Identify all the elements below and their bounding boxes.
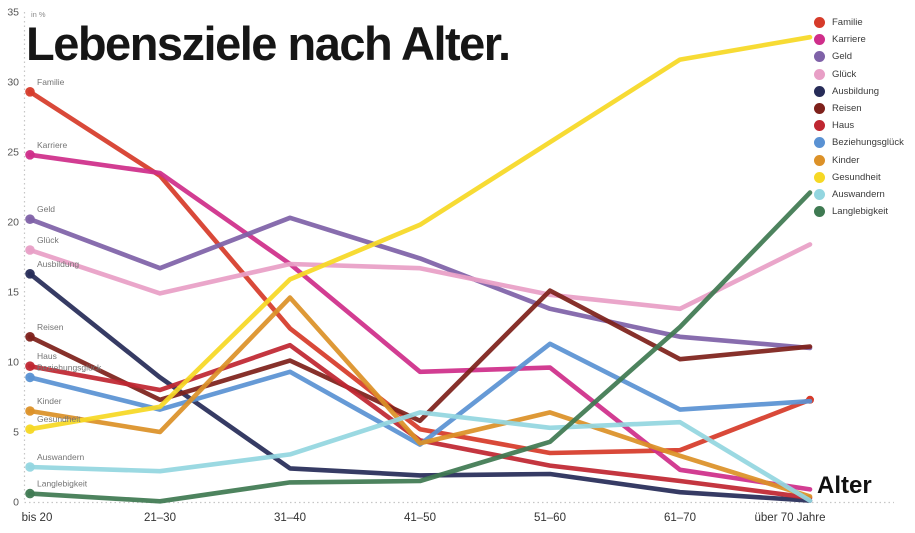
legend-item-kinder: Kinder (814, 152, 904, 169)
legend-item-familie: Familie (814, 14, 904, 31)
x-tick-label--ber-70-jahre: über 70 Jahre (755, 512, 826, 524)
series-line-geld (27, 215, 813, 351)
series-label-gesundheit: Gesundheit (37, 414, 81, 424)
legend-dot-ausbildung (814, 85, 825, 97)
legend-label-langlebigkeit: Langlebigkeit (832, 206, 888, 218)
chart-title: Lebensziele nach Alter. (26, 17, 511, 70)
legend-dot-langlebigkeit (814, 206, 825, 218)
legend-label-haus: Haus (832, 120, 855, 132)
series-start-dot-ausbildung (25, 269, 35, 279)
series-start-dot-geld (25, 214, 35, 224)
series-label-karriere: Karriere (37, 140, 68, 150)
legend-label-reisen: Reisen (832, 103, 862, 115)
series-label-familie: Familie (37, 77, 65, 87)
legend: Familie Karriere Geld Glück Ausbildung Reisen… (814, 14, 904, 220)
legend-label-gesundheit: Gesundheit (832, 171, 881, 183)
y-tick-label-5: 5 (13, 427, 19, 439)
series-line-langlebigkeit (27, 190, 813, 504)
legend-item-beziehungsgl-ck: Beziehungsglück (814, 134, 904, 151)
series-label-geld: Geld (37, 204, 55, 214)
y-tick-label-0: 0 (13, 497, 19, 509)
legend-item-geld: Geld (814, 48, 904, 65)
legend-label-gl-ck: Glück (832, 68, 857, 80)
y-tick-label-30: 30 (7, 77, 19, 89)
y-tick-label-15: 15 (7, 287, 19, 299)
legend-label-ausbildung: Ausbildung (832, 85, 880, 97)
series-label-langlebigkeit: Langlebigkeit (37, 479, 88, 489)
y-tick-label-25: 25 (7, 147, 19, 159)
legend-label-kinder: Kinder (832, 154, 860, 166)
series-line-karriere (27, 152, 813, 492)
x-tick-label-61-70: 61–70 (664, 512, 696, 524)
legend-item-karriere: Karriere (814, 31, 904, 48)
series-label-beziehungsgl-ck: Beziehungsglück (37, 362, 102, 372)
legend-label-beziehungsgl-ck: Beziehungsglück (832, 137, 904, 149)
x-tick-label-51-60: 51–60 (534, 512, 566, 524)
legend-item-auswandern: Auswandern (814, 186, 904, 203)
legend-label-auswandern: Auswandern (832, 188, 885, 200)
y-tick-label-10: 10 (7, 357, 19, 369)
series-line-kinder (27, 295, 813, 499)
legend-dot-beziehungsgl-ck (814, 137, 825, 149)
series-label-ausbildung: Ausbildung (37, 259, 79, 269)
legend-dot-kinder (814, 154, 825, 166)
series-start-dot-beziehungsgl-ck (25, 372, 35, 383)
series-start-dot-kinder (25, 406, 35, 416)
series-line-reisen (27, 288, 813, 424)
legend-label-karriere: Karriere (832, 34, 866, 46)
y-tick-label-35: 35 (7, 7, 19, 19)
series-line-ausbildung (27, 271, 813, 503)
series-start-dot-reisen (25, 332, 35, 342)
legend-item-reisen: Reisen (814, 100, 904, 117)
legend-label-familie: Familie (832, 17, 863, 29)
x-tick-label-21-30: 21–30 (144, 512, 176, 524)
x-tick-label-41-50: 41–50 (404, 512, 436, 524)
legend-dot-karriere (814, 34, 825, 46)
legend-dot-auswandern (814, 188, 825, 200)
legend-item-langlebigkeit: Langlebigkeit (814, 203, 904, 220)
series-label-kinder: Kinder (37, 396, 62, 406)
x-axis-title: Alter (817, 472, 872, 499)
series-line-gesundheit (27, 34, 813, 432)
y-axis-unit-label: in % (31, 10, 46, 19)
series-line-auswandern (27, 410, 813, 503)
legend-item-ausbildung: Ausbildung (814, 83, 904, 100)
series-start-dot-haus (25, 361, 35, 372)
series-start-dot-karriere (25, 150, 35, 160)
legend-item-gesundheit: Gesundheit (814, 169, 904, 186)
legend-dot-gesundheit (814, 171, 825, 183)
legend-label-geld: Geld (832, 51, 853, 63)
legend-dot-reisen (814, 103, 825, 115)
legend-item-haus: Haus (814, 117, 904, 134)
series-label-haus: Haus (37, 351, 57, 361)
legend-dot-haus (814, 120, 825, 132)
series-start-dot-langlebigkeit (25, 488, 35, 499)
x-tick-label-bis-20: bis 20 (22, 512, 53, 524)
series-line-gl-ck (27, 242, 813, 312)
series-label-auswandern: Auswandern (37, 452, 85, 462)
legend-dot-geld (814, 51, 825, 63)
series-label-gl-ck: Glück (37, 235, 59, 245)
series-start-dot-gesundheit (25, 424, 35, 435)
legend-dot-familie (814, 17, 825, 29)
y-tick-label-20: 20 (7, 217, 19, 229)
series-line-familie (27, 89, 813, 456)
legend-dot-gl-ck (814, 68, 825, 80)
series-start-dot-familie (25, 87, 35, 97)
series-label-reisen: Reisen (37, 322, 64, 332)
series-start-dot-auswandern (25, 462, 35, 472)
series-start-dot-gl-ck (25, 245, 35, 255)
legend-item-gl-ck: Glück (814, 66, 904, 83)
x-tick-label-31-40: 31–40 (274, 512, 306, 524)
